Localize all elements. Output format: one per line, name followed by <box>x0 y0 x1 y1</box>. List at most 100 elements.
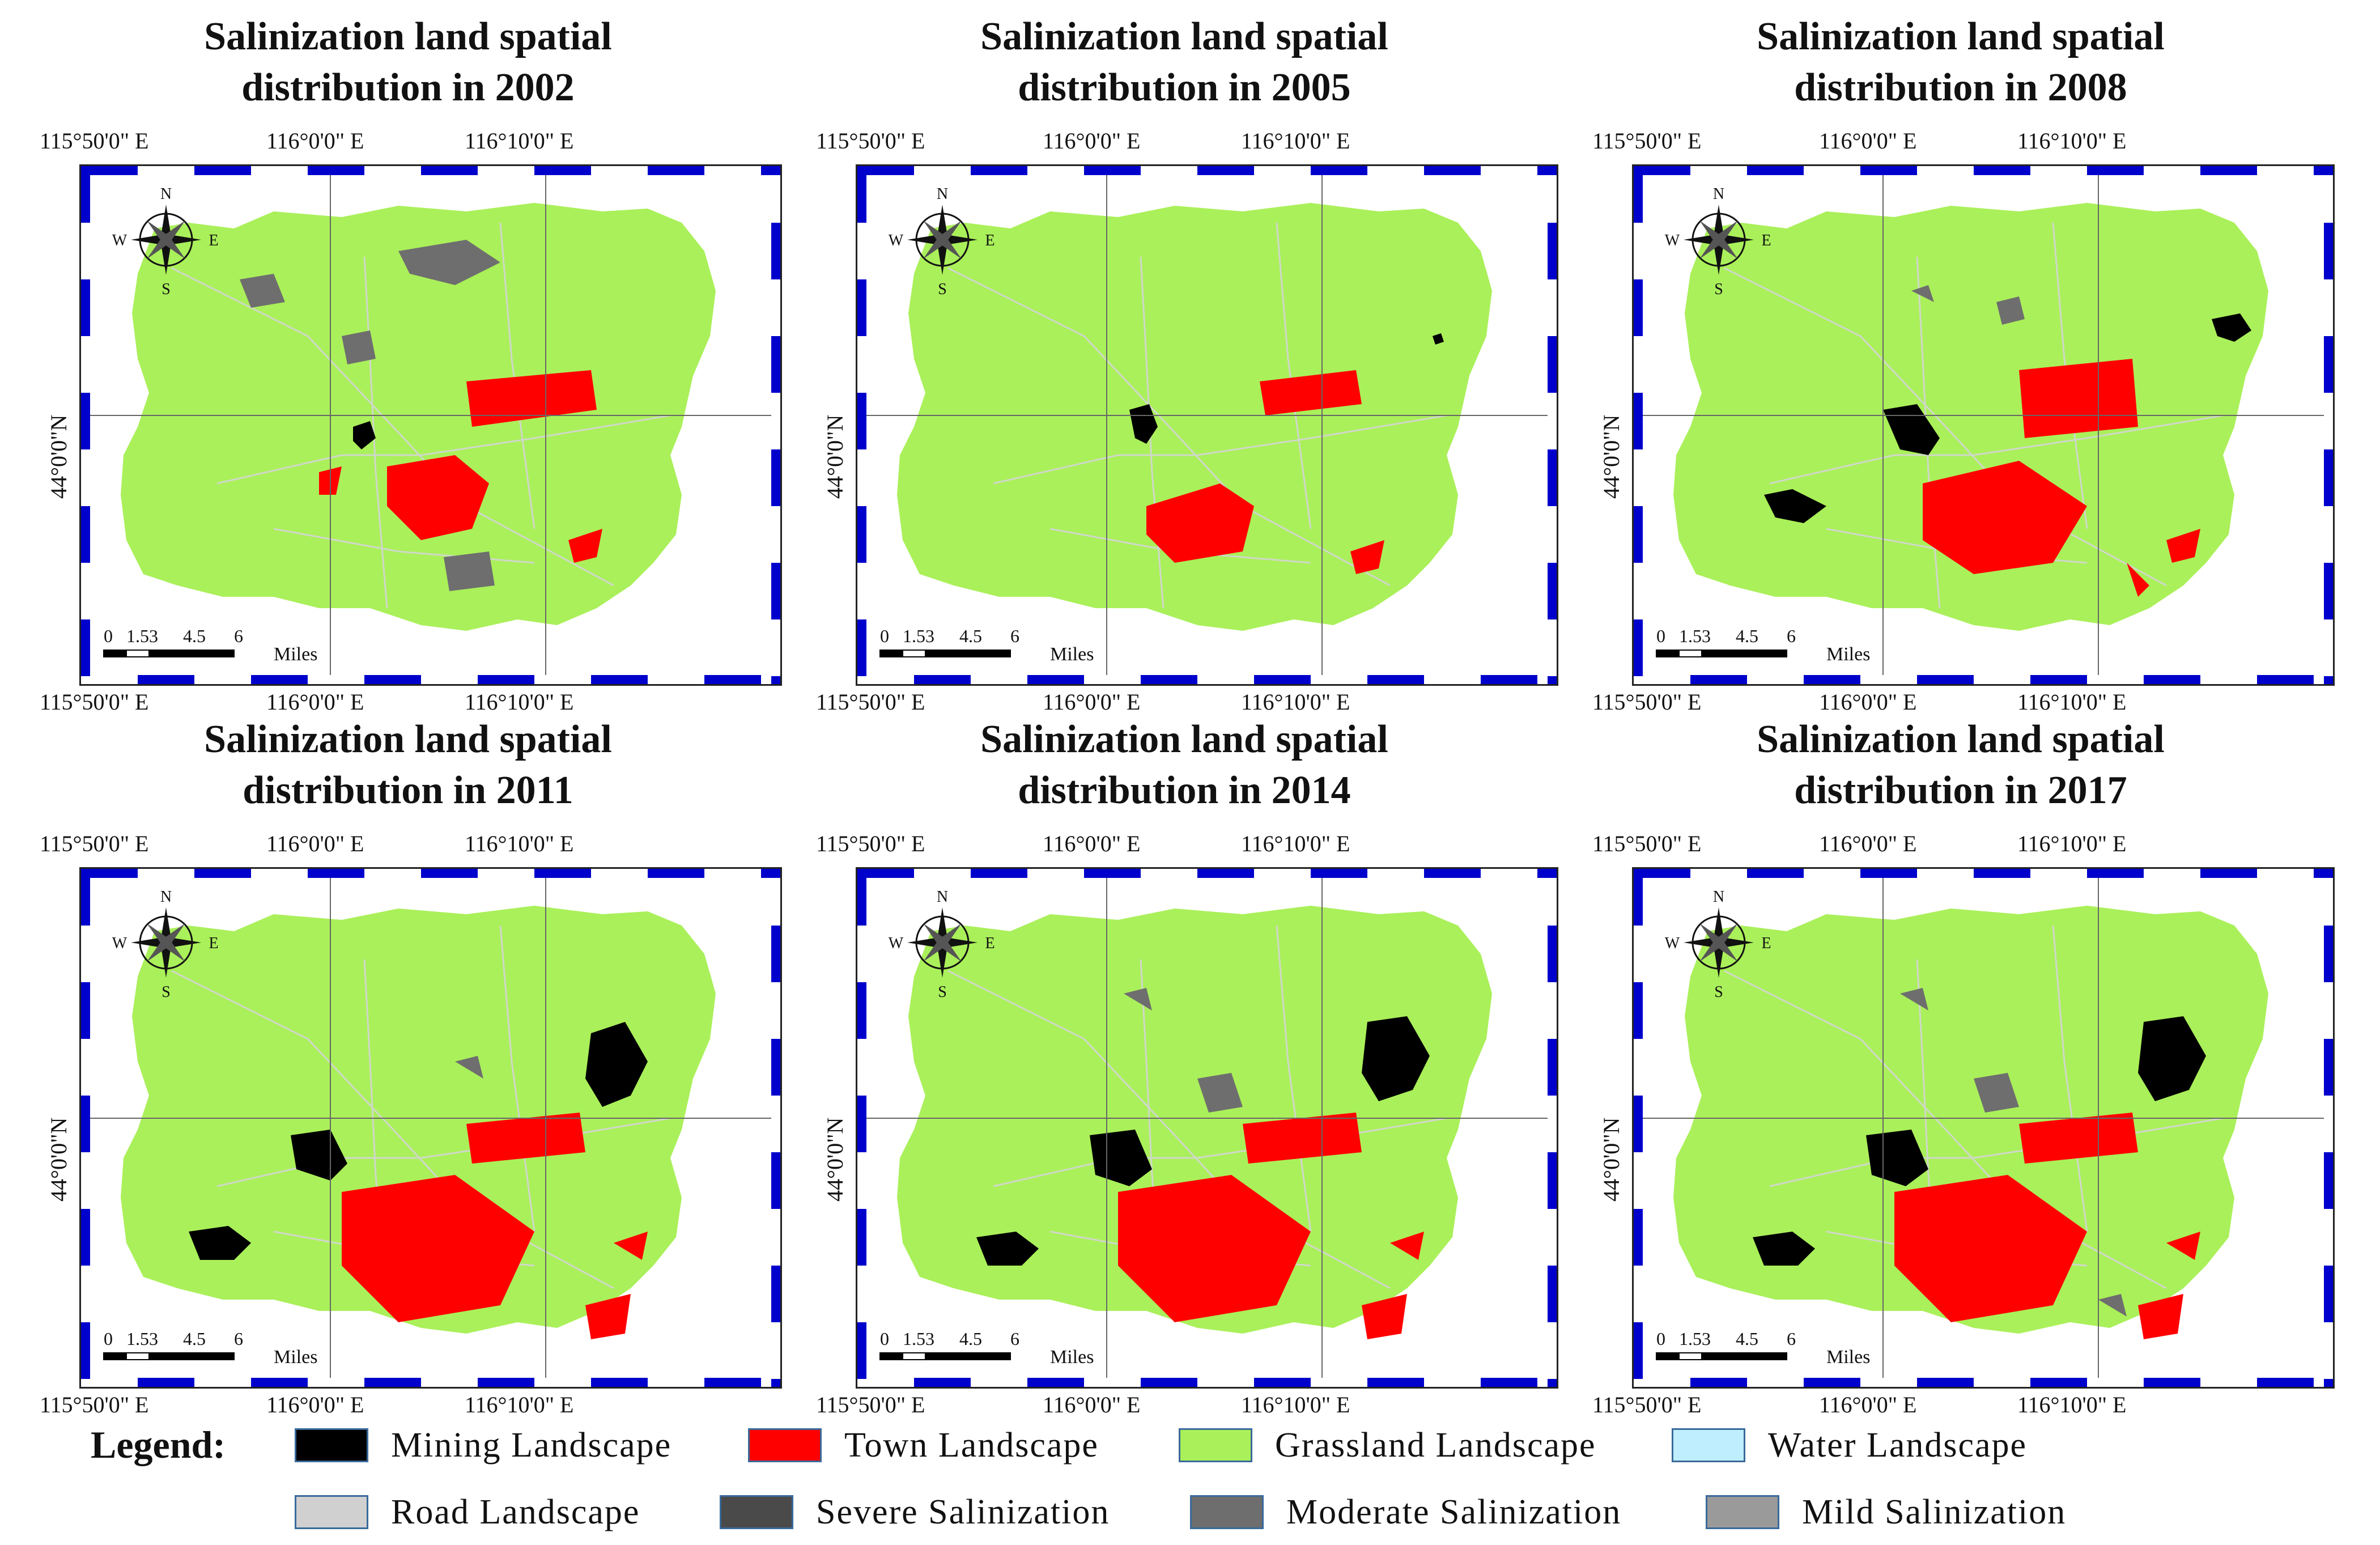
legend-label: Mining Landscape <box>391 1425 672 1465</box>
panel-title: Salinization land spatial distribution i… <box>1581 714 2340 816</box>
map-frame: N S E W 0 1.5 3 4.5 6 Miles <box>1632 164 2335 686</box>
road-line <box>499 925 536 1232</box>
border-segment <box>2324 1039 2333 1096</box>
town-patch <box>342 1175 534 1322</box>
border-segment <box>1634 506 1643 563</box>
lon-label-bottom-2: 116°0'0" E <box>1819 689 1917 715</box>
panel-title: Salinization land spatial distribution i… <box>805 11 1564 113</box>
border-segment <box>138 675 194 684</box>
border-segment <box>771 336 780 393</box>
border-segment <box>1548 1152 1557 1209</box>
lat-label-left: 44°0'0"N <box>1599 1117 1624 1202</box>
scale-segment <box>182 1352 235 1360</box>
road-line <box>499 222 536 529</box>
scale-segment <box>879 650 903 657</box>
scale-tick-label: 1.5 <box>903 626 925 646</box>
map-border-ticks <box>857 869 1557 1387</box>
border-segment <box>1367 675 1424 684</box>
grassland-area <box>121 203 716 631</box>
compass-w-label: W <box>112 232 128 249</box>
border-segment <box>2200 166 2257 175</box>
border-segment <box>771 926 780 982</box>
road-line <box>2052 222 2088 529</box>
lat-label-left: 44°0'0"N <box>46 1117 71 1202</box>
border-segment <box>2030 675 2087 684</box>
border-segment <box>2324 1266 2333 1322</box>
map-frame: N S E W 0 1.5 3 4.5 6 Miles <box>1632 867 2335 1389</box>
map-content <box>121 203 716 631</box>
scale-unit-label: Miles <box>1050 644 1094 665</box>
border-segment <box>1084 869 1141 878</box>
lon-label-top-1: 115°50'0" E <box>40 831 149 856</box>
mining-patch <box>1129 404 1158 444</box>
border-segment <box>1027 1378 1084 1387</box>
panel-title-line2: distribution in 2017 <box>1794 769 2127 812</box>
map-content <box>897 906 1492 1339</box>
mining-patch <box>2138 1016 2206 1101</box>
compass-n-label: N <box>937 185 948 203</box>
road-line <box>171 267 614 587</box>
town-patch <box>466 1113 585 1164</box>
town-patch <box>466 370 597 427</box>
road-line <box>216 414 671 485</box>
town-patch <box>1146 483 1254 563</box>
legend-swatch-severe <box>720 1495 793 1529</box>
lat-label-left: 44°0'0"N <box>822 1117 848 1202</box>
border-segment <box>81 506 90 563</box>
border-segment <box>1311 166 1367 175</box>
panel-title-line1: Salinization land spatial <box>1757 15 2165 58</box>
border-segment <box>81 166 90 223</box>
border-segment <box>1917 1378 1974 1387</box>
scale-segment <box>1678 650 1702 657</box>
border-segment <box>138 1378 194 1387</box>
map-frame: N S E W 0 1.5 3 4.5 6 Miles <box>79 867 782 1389</box>
border-segment <box>857 393 866 449</box>
panel-title-line2: distribution in 2005 <box>1018 66 1351 109</box>
border-segment <box>2324 449 2333 506</box>
border-segment <box>1974 166 2030 175</box>
panel-title-line1: Salinization land spatial <box>980 718 1388 761</box>
mining-patch <box>1090 1130 1152 1186</box>
map-border-ticks <box>81 869 780 1387</box>
map-panel-2005: Salinization land spatial distribution i… <box>805 11 1564 720</box>
border-segment <box>1634 982 1643 1039</box>
mining-patch <box>1362 1016 1430 1101</box>
border-segment <box>857 1096 866 1152</box>
border-segment <box>1424 869 1481 878</box>
scale-tick-label: 6 <box>1787 1328 1796 1349</box>
border-segment <box>2324 223 2333 279</box>
scale-tick-label: 4.5 <box>183 626 206 646</box>
panel-title: Salinization land spatial distribution i… <box>1581 11 2340 113</box>
mining-patch <box>1764 489 1826 523</box>
scale-segment <box>103 650 127 657</box>
map-panel-2011: Salinization land spatial distribution i… <box>28 714 788 1423</box>
scale-tick-label: 3 <box>1702 626 1711 646</box>
road-line <box>2052 925 2088 1232</box>
panel-title-line2: distribution in 2008 <box>1794 66 2127 109</box>
compass-n-label: N <box>937 888 948 906</box>
border-segment <box>1634 869 1690 878</box>
lon-label-top-1: 115°50'0" E <box>1592 831 1702 856</box>
border-segment <box>2030 1378 2087 1387</box>
compass-e-label: E <box>1761 232 1771 249</box>
salinization-patch <box>1911 285 1934 302</box>
border-segment <box>591 675 648 684</box>
legend-swatch-grassland <box>1179 1428 1252 1462</box>
map-content <box>1673 906 2268 1339</box>
legend-item-mild: Mild Salinization <box>1706 1489 2066 1535</box>
map-frame: N S E W 0 1.5 3 4.5 6 Miles <box>79 164 782 686</box>
scale-tick-label: 4.5 <box>959 1328 982 1349</box>
map-border-ticks <box>81 166 780 684</box>
mining-patch <box>976 1232 1039 1266</box>
salinization-patch <box>1974 1073 2019 1113</box>
border-segment <box>648 869 704 878</box>
scale-tick-label: 0 <box>880 1328 889 1349</box>
border-segment <box>771 563 780 619</box>
compass-s-label: S <box>162 983 171 1001</box>
lat-label-left: 44°0'0"N <box>822 414 848 499</box>
town-patch <box>1260 370 1362 415</box>
border-segment <box>81 166 138 175</box>
map-panel-2014: Salinization land spatial distribution i… <box>805 714 1564 1423</box>
lon-label-top-2: 116°0'0" E <box>1043 128 1141 154</box>
salinization-patch <box>455 1056 483 1079</box>
